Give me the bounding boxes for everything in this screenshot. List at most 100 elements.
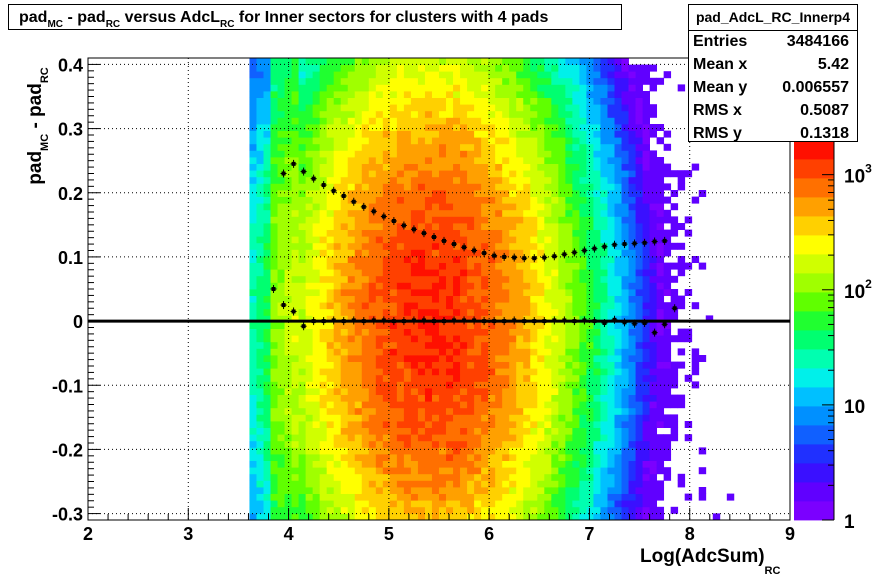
heatmap-cell — [516, 374, 524, 382]
heatmap-cell — [417, 308, 426, 316]
heatmap-cell — [677, 361, 686, 369]
heatmap-cell — [614, 328, 622, 336]
heatmap-cell — [424, 236, 433, 244]
heatmap-cell — [277, 262, 285, 270]
heatmap-cell — [319, 289, 328, 296]
heatmap-cell — [431, 289, 440, 296]
heatmap-cell — [256, 335, 264, 343]
heatmap-cell — [558, 322, 566, 329]
heatmap-cell — [354, 229, 363, 237]
heatmap-cell — [389, 143, 398, 151]
heatmap-cell — [579, 176, 587, 184]
heatmap-cell — [579, 143, 587, 151]
heatmap-cell — [347, 401, 356, 409]
heatmap-cell — [481, 64, 489, 72]
heatmap-cell — [712, 513, 721, 521]
heatmap-cell — [249, 216, 257, 224]
heatmap-cell — [642, 341, 650, 349]
heatmap-cell — [502, 427, 510, 435]
heatmap-cell — [663, 209, 672, 217]
heatmap-cell — [586, 71, 594, 79]
heatmap-cell — [565, 84, 573, 92]
heatmap-cell — [614, 84, 622, 92]
heatmap-cell — [354, 388, 363, 395]
mean-profile-point — [301, 169, 306, 174]
heatmap-cell — [277, 176, 285, 184]
heatmap-cell — [502, 447, 510, 455]
heatmap-cell — [291, 236, 299, 244]
mean-profile-point — [522, 256, 527, 261]
heatmap-cell — [340, 183, 349, 191]
heatmap-cell — [249, 196, 257, 204]
heatmap-cell — [488, 84, 496, 92]
heatmap-cell — [368, 414, 377, 422]
zero-profile-point — [672, 306, 677, 311]
heatmap-cell — [417, 401, 426, 409]
heatmap-cell — [523, 302, 531, 310]
heatmap-cell — [382, 407, 391, 415]
heatmap-cell — [635, 335, 643, 343]
heatmap-cell — [537, 130, 545, 138]
heatmap-cell — [431, 328, 440, 336]
heatmap-cell — [446, 130, 454, 138]
heatmap-cell — [551, 421, 559, 428]
heatmap-cell — [361, 157, 370, 164]
heatmap-cell — [502, 374, 510, 382]
heatmap-cell — [474, 487, 482, 494]
heatmap-cell — [635, 374, 643, 382]
heatmap-cell — [417, 493, 426, 501]
heatmap-cell — [635, 203, 643, 211]
heatmap-cell — [389, 229, 398, 237]
heatmap-cell — [319, 130, 328, 138]
heatmap-cell — [431, 315, 440, 323]
heatmap-cell — [635, 440, 643, 448]
heatmap-cell — [326, 236, 335, 244]
heatmap-cell — [298, 58, 307, 65]
heatmap-cell — [382, 84, 391, 92]
heatmap-cell — [439, 130, 447, 138]
heatmap-cell — [544, 275, 552, 283]
heatmap-cell — [368, 84, 377, 92]
heatmap-cell — [586, 117, 594, 125]
heatmap-cell — [410, 440, 419, 448]
heatmap-cell — [354, 493, 363, 501]
heatmap-cell — [460, 440, 468, 448]
heatmap-cell — [291, 289, 299, 296]
heatmap-cell — [347, 374, 356, 382]
palette-label-exponent: 3 — [865, 162, 872, 176]
heatmap-cell — [340, 361, 349, 369]
heatmap-cell — [670, 414, 679, 422]
heatmap-cell — [431, 97, 440, 105]
heatmap-cell — [593, 223, 601, 230]
heatmap-cell — [284, 322, 292, 329]
heatmap-cell — [551, 427, 559, 435]
heatmap-cell — [375, 315, 384, 323]
heatmap-cell — [621, 97, 629, 105]
heatmap-cell — [502, 58, 510, 65]
heatmap-cell — [319, 176, 328, 184]
heatmap-cell — [312, 308, 321, 316]
heatmap-cell — [368, 289, 377, 296]
heatmap-cell — [354, 295, 363, 303]
heatmap-cell — [453, 454, 461, 461]
heatmap-cell — [600, 77, 608, 85]
heatmap-cell — [502, 315, 510, 323]
heatmap-cell — [656, 203, 665, 211]
heatmap-cell — [642, 163, 650, 171]
heatmap-cell — [649, 163, 658, 171]
heatmap-cell — [481, 209, 489, 217]
heatmap-cell — [340, 473, 349, 481]
heatmap-cell — [347, 256, 356, 263]
heatmap-cell — [291, 229, 299, 237]
heatmap-cell — [439, 341, 447, 349]
heatmap-cell — [312, 143, 321, 151]
heatmap-cell — [677, 242, 686, 250]
heatmap-cell — [488, 302, 496, 310]
heatmap-cell — [382, 454, 391, 461]
heatmap-cell — [586, 124, 594, 131]
heatmap-cell — [516, 487, 524, 494]
heatmap-cell — [460, 487, 468, 494]
heatmap-cell — [291, 58, 299, 65]
heatmap-cell — [558, 414, 566, 422]
heatmap-cell — [277, 348, 285, 356]
